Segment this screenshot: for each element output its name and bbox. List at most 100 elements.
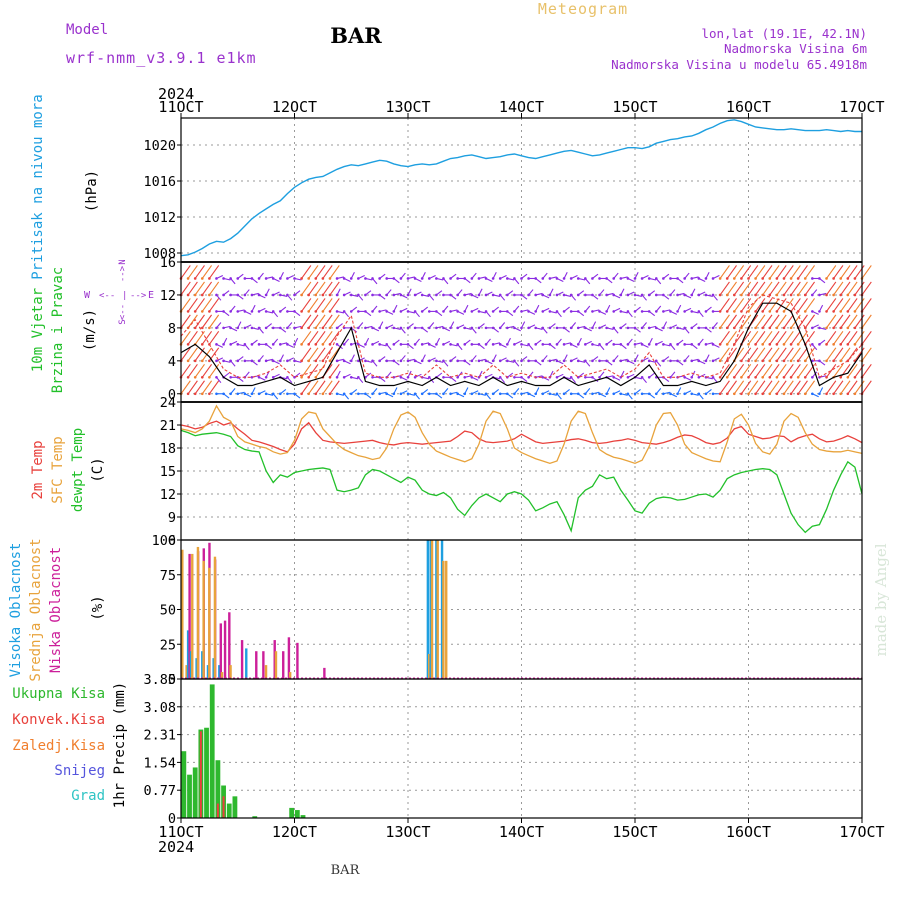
cloud-bar-srednja <box>213 556 217 679</box>
wind-barb-head <box>420 326 424 330</box>
wind-barb <box>861 314 872 329</box>
wind-barb-head <box>591 326 594 330</box>
wind-barb-head <box>307 310 310 313</box>
wind-barb-head <box>761 310 764 313</box>
wind-barb-head <box>825 310 828 313</box>
wind-speed-line <box>180 302 863 387</box>
wind-barb-head <box>215 375 218 379</box>
wind-barb-head <box>349 359 353 363</box>
wind-barb-head <box>725 277 729 280</box>
wind-barb-head <box>647 277 651 280</box>
wind-barb <box>726 298 737 312</box>
wind-barb <box>826 363 837 378</box>
wind-barb-head <box>470 392 474 396</box>
wind-barb-head <box>449 392 452 396</box>
wind-barb-head <box>775 310 779 313</box>
wind-barb-head <box>733 392 736 396</box>
wind-barb <box>322 347 333 362</box>
wind-barb <box>301 331 312 345</box>
wind-barb <box>769 314 780 329</box>
year-bottom: 2024 <box>158 838 194 856</box>
wind-barb <box>733 331 745 345</box>
wind-barb <box>301 265 312 279</box>
cloud-bar-visoka <box>426 540 430 679</box>
wind-barb-head <box>818 277 821 280</box>
wind-barb-head <box>803 293 807 297</box>
wind-barb-head <box>825 343 828 346</box>
wind-barb <box>861 265 872 279</box>
wind-barb-head <box>605 310 608 313</box>
wind-barb-head <box>186 343 190 346</box>
wind-barb <box>833 363 844 378</box>
wind-barb-head <box>697 293 701 297</box>
wind-barb-head <box>314 359 318 363</box>
wind-barb-head <box>427 277 431 280</box>
wind-barb-head <box>243 310 247 313</box>
wind-barb-head <box>392 343 396 346</box>
wind-barb-head <box>328 359 332 363</box>
wind-barb-head <box>328 326 332 330</box>
wind-barb-head <box>477 310 481 313</box>
wind-barb-head <box>789 375 793 379</box>
wind-barb-head <box>420 359 424 363</box>
wind-barb-head <box>442 375 445 379</box>
wind-barb-head <box>747 359 750 363</box>
wind-barb <box>790 281 801 296</box>
wind-barb-head <box>796 310 800 313</box>
wind-barb-head <box>782 392 786 396</box>
wind-barb-head <box>555 326 559 330</box>
wind-barb-head <box>733 326 736 330</box>
wind-barb-head <box>576 343 580 346</box>
wind-barb <box>719 380 730 395</box>
wind-barb-head <box>385 293 389 297</box>
wind-barb-head <box>200 277 204 280</box>
wind-barb-head <box>534 392 537 396</box>
wind-barb-head <box>768 293 772 297</box>
wind-barb-head <box>591 359 594 363</box>
precip-ytick-label: 3.85 <box>143 672 176 688</box>
wind-barb <box>208 314 220 329</box>
x-label-top: 12OCT <box>272 98 317 116</box>
wind-barb <box>783 363 794 378</box>
wind-barb-head <box>633 326 637 330</box>
wind-barb-head <box>364 392 367 396</box>
wind-barb-head <box>811 375 814 379</box>
cloud-bar-visoka <box>429 540 432 679</box>
wind-barb <box>854 314 865 329</box>
x-label-bottom: 16OCT <box>726 823 771 841</box>
wind-barb-head <box>761 326 764 330</box>
wind-barb <box>790 331 801 345</box>
cloud-bar-niska <box>273 640 276 679</box>
wind-barb-head <box>718 343 722 346</box>
wind-barb-head <box>740 375 743 379</box>
wind-ytick-label: 16 <box>160 255 176 271</box>
wind-barb-head <box>279 310 282 313</box>
wind-barb-head <box>200 392 204 396</box>
wind-barb <box>826 331 837 345</box>
wind-barb-head <box>520 359 523 363</box>
wind-barb <box>755 265 766 279</box>
wind-barb-head <box>633 293 637 297</box>
wind-barb-head <box>789 326 793 330</box>
wind-barb-head <box>314 375 318 379</box>
wind-barb-head <box>555 359 559 363</box>
wind-barb-head <box>761 359 764 363</box>
wind-barb-head <box>427 310 431 313</box>
precip-bar-total <box>232 796 238 818</box>
wind-barb-head <box>506 326 509 330</box>
temp-line-temp2m <box>180 420 863 453</box>
wind-barb <box>833 331 844 345</box>
wind-barb-head <box>193 359 197 363</box>
wind-barb-head <box>491 392 495 396</box>
wind-barb-head <box>371 343 374 346</box>
wind-barb-head <box>718 359 722 363</box>
wind-barb-head <box>257 326 261 330</box>
wind-barb-head <box>506 293 509 297</box>
wind-barb-head <box>328 343 332 346</box>
wind-barb <box>180 363 191 378</box>
lonlat-label: lon,lat (19.1E, 42.1N) <box>701 26 867 41</box>
wind-barb-head <box>250 310 254 313</box>
wind-barb <box>308 347 319 362</box>
altitude-label: Nadmorska Visina 6m <box>724 41 867 56</box>
wind-barb-head <box>548 293 552 297</box>
